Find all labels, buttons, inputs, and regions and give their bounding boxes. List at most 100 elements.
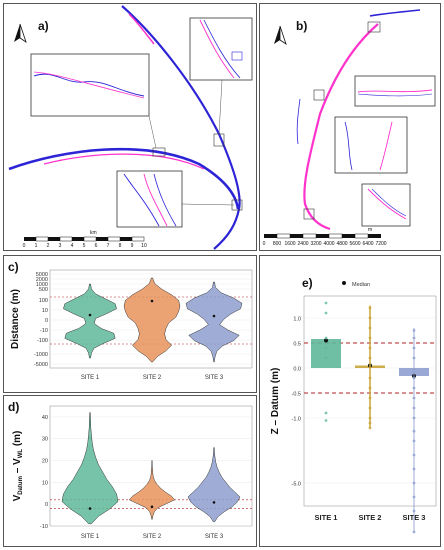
panel-a-svg: km 0 1 2 3 4 5 6 7 8 9 10: [8, 5, 253, 250]
violin-site-3: [187, 447, 241, 522]
violin-site-1: [63, 283, 117, 359]
shoreline-outer: [121, 5, 241, 250]
shoreline-pink: [303, 23, 379, 231]
y-axis-label: Distance (m): [10, 289, 21, 349]
y-tick-label: 500: [39, 287, 48, 293]
y-tick-label: -5.0: [292, 482, 301, 488]
legend-median-label: Median: [352, 282, 370, 288]
y-tick-label: 100: [39, 298, 48, 304]
scale-bar-b-unit: m: [368, 227, 372, 233]
scale-bar-b-tick: 4800: [336, 241, 347, 247]
y-tick-label: 30: [42, 437, 48, 443]
scale-bar-b-tick: 4000: [323, 241, 334, 247]
violin-site-2: [128, 460, 176, 520]
x-category-label: SITE 1: [81, 534, 100, 540]
scale-bar-a-tick: 0: [23, 243, 26, 249]
y-tick-label: -10: [40, 328, 48, 334]
median-point: [324, 338, 328, 343]
panel-c-svg: 500020001000500100100-10-100-1000-5000SI…: [10, 269, 253, 381]
data-point: [324, 346, 328, 350]
scale-bar-a-tick: 3: [59, 243, 62, 249]
y-axis-label-part: V: [12, 494, 23, 501]
x-category-label: SITE 1: [81, 375, 100, 381]
shoreline-inner-pink: [43, 153, 205, 170]
median-point: [88, 507, 92, 510]
scale-bar-b-tick: 800: [273, 241, 282, 247]
scale-bar-a-tick: 8: [119, 243, 122, 249]
scale-bar-a-tick: 4: [71, 243, 74, 249]
scale-bar-b-tick: 3200: [310, 241, 321, 247]
data-point: [324, 336, 328, 340]
data-point: [324, 419, 328, 422]
y-tick-label: -1.0: [292, 417, 301, 423]
scale-bar-b-tick: 7200: [375, 241, 386, 247]
y-tick-label: -0.5: [292, 392, 301, 398]
inset-a-top-right: [189, 17, 253, 81]
x-category-label: SITE 2: [359, 513, 382, 522]
y-tick-label: 2000: [36, 277, 48, 283]
x-category-label: SITE 2: [143, 534, 162, 540]
legend-median-marker: [342, 281, 346, 285]
shoreline-inner: [8, 147, 240, 210]
y-tick-label: 5000: [36, 272, 48, 278]
y-tick-label: 20: [42, 459, 48, 465]
bar-site-1: [311, 339, 341, 368]
scale-bar-a-tick: 7: [107, 243, 110, 249]
y-tick-label: 0: [45, 502, 48, 508]
scale-bar-a-tick: 10: [141, 243, 147, 249]
median-point: [212, 314, 216, 318]
y-axis-label-sub1: Datum: [18, 476, 24, 495]
median-point: [150, 505, 154, 509]
y-tick-label: 0.5: [293, 342, 301, 348]
scale-bar-a-tick: 5: [83, 243, 86, 249]
data-point: [324, 356, 328, 360]
x-category-label: SITE 3: [205, 375, 224, 381]
y-tick-label: 1000: [36, 282, 48, 288]
scale-bar-b: [264, 233, 381, 239]
scale-bar-b-tick: 2400: [297, 241, 308, 247]
scale-bar-b-tick: 5600: [349, 241, 360, 247]
y-axis-label-sub2: WL: [18, 449, 24, 459]
scale-bar-a-tick: 1: [35, 243, 38, 249]
y-tick-label: -10: [40, 524, 48, 530]
y-tick-label: -5000: [34, 362, 48, 368]
scale-bar-a-tick: 6: [95, 243, 98, 249]
panel-d-svg: 40 30 20 10 0 -10 SITE 1 SITE 2 SITE 3 VDatum – V…: [12, 405, 253, 540]
panel-c-chart: c) 5000 2000 1000 500 100 10 0 -10 -100 -1000 -500…: [3, 255, 257, 393]
panel-e-label: e): [302, 276, 313, 290]
x-category-label: SITE 3: [205, 534, 224, 540]
panel-c-label: c): [8, 260, 19, 274]
y-axis-label-unit: (m): [12, 431, 23, 449]
x-category-label: SITE 2: [143, 375, 162, 381]
scale-bar-a-unit: km: [90, 230, 97, 236]
y-axis-label: VDatum – VWL (m): [12, 431, 24, 502]
violin-site-1: [61, 412, 119, 525]
y-tick-label: 0: [45, 318, 48, 324]
data-point: [324, 411, 328, 415]
panel-a-label: a): [38, 19, 49, 33]
y-axis-label-mid: – V: [12, 458, 23, 476]
scale-bar-b-tick: 6400: [362, 241, 373, 247]
inset-a-left: [30, 53, 150, 117]
data-point: [324, 301, 328, 305]
y-tick-label: 10: [42, 480, 48, 486]
scale-bar-a-tick: 2: [47, 243, 50, 249]
panel-d-chart: d) 40 30 20 10 0 -10 SITE 1 SITE 2 SITE 3 VDatum …: [3, 395, 257, 547]
panel-e-chart: e) Median 1.0 0.5 0.0 -0.5 -1.0 -5.0 SITE 1 SITE…: [259, 255, 441, 547]
y-tick-label: 0.0: [293, 367, 301, 373]
median-point: [150, 299, 154, 303]
scale-bar-a: [24, 236, 145, 242]
north-arrow-icon: [274, 25, 287, 45]
violin-site-2: [123, 277, 181, 363]
violin-site-3: [185, 281, 243, 363]
north-arrow-icon: [14, 23, 27, 43]
y-tick-label: 10: [42, 308, 48, 314]
data-point: [324, 311, 328, 315]
inset-b-right-mid: [334, 116, 408, 174]
y-tick-label: 1.0: [293, 317, 301, 323]
median-point: [212, 501, 216, 504]
panel-b-label: b): [296, 19, 308, 33]
x-category-label: SITE 1: [315, 513, 338, 522]
median-point: [88, 313, 92, 317]
scale-bar-a-tick: 9: [131, 243, 134, 249]
